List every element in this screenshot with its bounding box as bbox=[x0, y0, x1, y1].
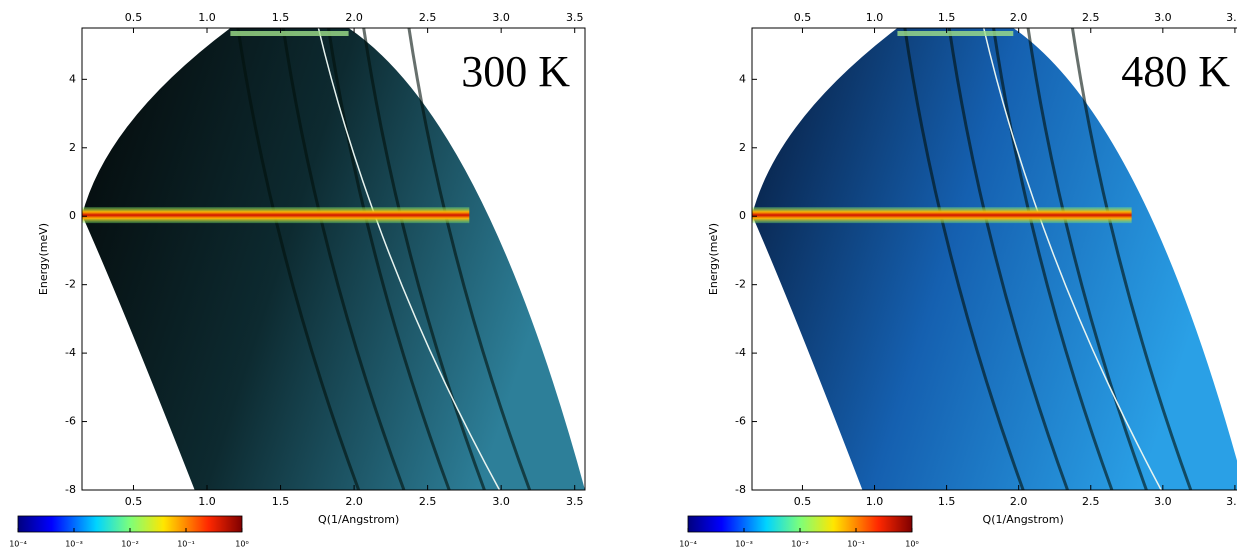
x-tick-label: 1.5 bbox=[272, 495, 290, 508]
x-tick-label: 1.5 bbox=[938, 495, 956, 508]
powder-line bbox=[281, 27, 406, 491]
heatmap-region bbox=[82, 28, 585, 490]
powder-line bbox=[982, 27, 1162, 491]
heatmap bbox=[82, 27, 585, 491]
panel-title: 480 K bbox=[1121, 47, 1230, 96]
plot-frame bbox=[751, 27, 1237, 491]
x-tick-label-top: 2.5 bbox=[1082, 11, 1100, 24]
x-tick-label: 0.5 bbox=[125, 495, 143, 508]
x-tick-label-top: 1.5 bbox=[938, 11, 956, 24]
heatmap bbox=[752, 27, 1237, 491]
powder-line bbox=[903, 27, 1025, 491]
y-axis-label: Energy(meV) bbox=[37, 223, 50, 295]
x-tick-label: 1.0 bbox=[198, 495, 216, 508]
powder-line bbox=[1070, 27, 1193, 491]
powder-line bbox=[1026, 27, 1148, 491]
x-tick-label-top: 1.0 bbox=[198, 11, 216, 24]
x-tick-label: 2.0 bbox=[1010, 495, 1028, 508]
colorbar-tick-label: 10⁻¹ bbox=[847, 540, 865, 549]
plot-frame bbox=[81, 27, 586, 491]
x-tick-label: 1.0 bbox=[866, 495, 884, 508]
y-tick-label: -2 bbox=[735, 278, 746, 291]
x-tick-label-top: 3.0 bbox=[492, 11, 510, 24]
y-axis-label: Energy(meV) bbox=[707, 223, 720, 295]
panel-title: 300 K bbox=[461, 47, 570, 96]
x-tick-label-top: 3.5 bbox=[1226, 11, 1237, 24]
colorbar-tick-label: 10⁻¹ bbox=[177, 540, 195, 549]
x-tick-label-top: 3.5 bbox=[566, 11, 584, 24]
y-tick-label: 4 bbox=[739, 72, 746, 85]
x-tick-label-top: 3.0 bbox=[1154, 11, 1172, 24]
x-tick-label-top: 0.5 bbox=[794, 11, 812, 24]
y-tick-label: -2 bbox=[65, 278, 76, 291]
x-tick-label: 2.5 bbox=[419, 495, 437, 508]
powder-line bbox=[947, 27, 1069, 491]
powder-line bbox=[407, 27, 532, 491]
elastic-band bbox=[752, 207, 1132, 224]
x-axis-label: Q(1/Angstrom) bbox=[318, 513, 399, 526]
elastic-band bbox=[82, 207, 470, 224]
x-tick-label: 3.0 bbox=[492, 495, 510, 508]
colorbar-tick-label: 10⁰ bbox=[235, 540, 248, 549]
y-tick-label: 0 bbox=[739, 209, 746, 222]
colorbar-tick-label: 10⁻³ bbox=[65, 540, 83, 549]
powder-line bbox=[362, 27, 486, 491]
colorbar-tick-label: 10⁻² bbox=[121, 540, 139, 549]
y-tick-label: 0 bbox=[69, 209, 76, 222]
top-band bbox=[897, 31, 1014, 36]
x-tick-label-top: 1.5 bbox=[272, 11, 290, 24]
colorbar-tick-label: 10⁰ bbox=[905, 540, 918, 549]
y-tick-label: -6 bbox=[735, 415, 746, 428]
y-tick-label: 4 bbox=[69, 72, 76, 85]
x-tick-label-top: 1.0 bbox=[866, 11, 884, 24]
y-tick-label: 2 bbox=[739, 141, 746, 154]
y-tick-label: -4 bbox=[735, 346, 746, 359]
top-band bbox=[230, 31, 349, 36]
colorbar-tick-label: 10⁻⁴ bbox=[679, 540, 697, 549]
x-tick-label-top: 2.0 bbox=[1010, 11, 1028, 24]
powder-line bbox=[317, 27, 501, 491]
x-axis-label: Q(1/Angstrom) bbox=[983, 513, 1064, 526]
y-tick-label: 2 bbox=[69, 141, 76, 154]
x-tick-label-top: 0.5 bbox=[125, 11, 143, 24]
powder-line bbox=[236, 27, 361, 491]
y-tick-label: -8 bbox=[735, 483, 746, 496]
powder-line bbox=[992, 27, 1114, 491]
colorbar-tick-label: 10⁻⁴ bbox=[9, 540, 27, 549]
powder-line bbox=[326, 27, 451, 491]
x-tick-label-top: 2.0 bbox=[345, 11, 363, 24]
x-tick-label: 0.5 bbox=[794, 495, 812, 508]
x-tick-label-top: 2.5 bbox=[419, 11, 437, 24]
x-tick-label: 3.5 bbox=[1226, 495, 1237, 508]
y-tick-label: -4 bbox=[65, 346, 76, 359]
x-tick-label: 2.5 bbox=[1082, 495, 1100, 508]
y-tick-label: -6 bbox=[65, 415, 76, 428]
x-tick-label: 3.5 bbox=[566, 495, 584, 508]
x-tick-label: 3.0 bbox=[1154, 495, 1172, 508]
colorbar-tick-label: 10⁻² bbox=[791, 540, 809, 549]
x-tick-label: 2.0 bbox=[345, 495, 363, 508]
colorbar-tick-label: 10⁻³ bbox=[735, 540, 753, 549]
y-tick-label: -8 bbox=[65, 483, 76, 496]
